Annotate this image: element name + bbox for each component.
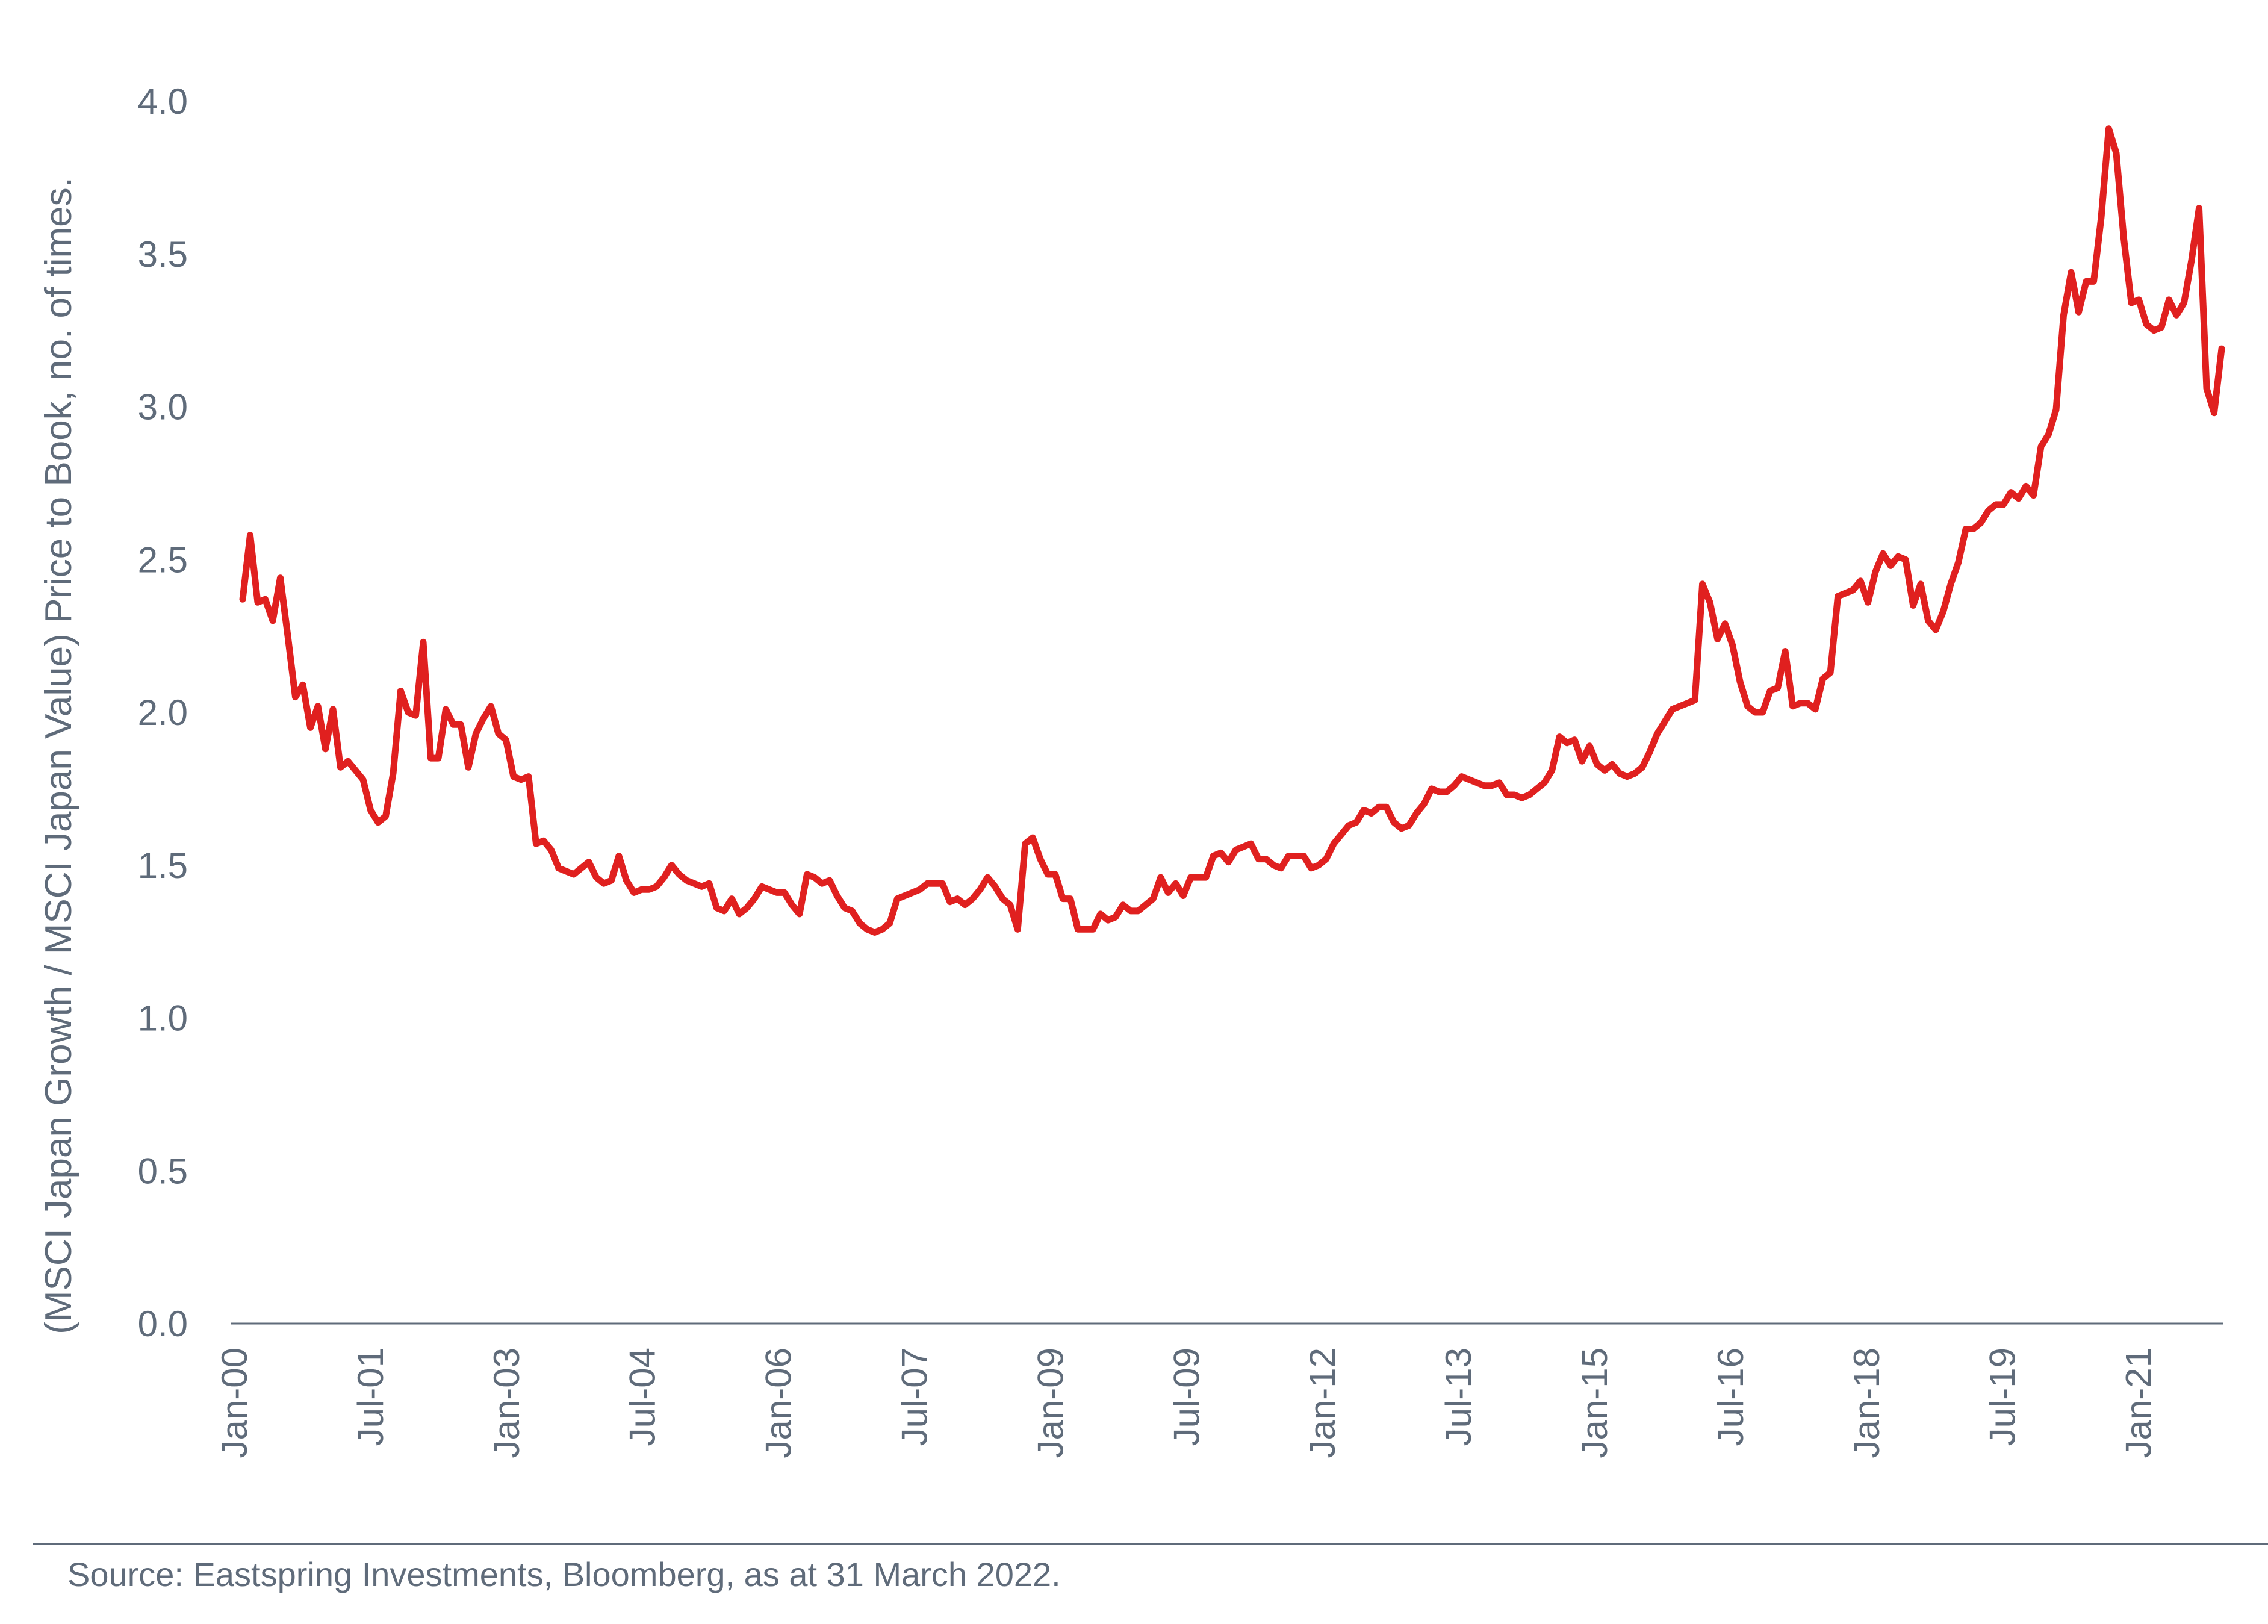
x-tick-label: Jan-18 [1847, 1348, 1887, 1458]
y-axis-tick-labels: 0.0 0.5 1.0 1.5 2.0 2.5 3.0 3.5 4.0 [138, 81, 188, 1344]
y-tick-label: 2.5 [138, 540, 188, 580]
x-tick-label: Jul-09 [1166, 1348, 1207, 1446]
x-tick-label: Jan-09 [1030, 1348, 1070, 1458]
footer-divider [33, 1543, 2268, 1545]
y-tick-label: 1.0 [138, 998, 188, 1039]
x-tick-label: Jul-16 [1710, 1348, 1751, 1446]
y-tick-label: 3.5 [138, 234, 188, 275]
x-tick-label: Jan-15 [1574, 1348, 1615, 1458]
x-tick-label: Jan-21 [2119, 1348, 2159, 1458]
x-tick-label: Jul-13 [1438, 1348, 1479, 1446]
y-axis-title: (MSCI Japan Growth / MSCI Japan Value) P… [38, 177, 79, 1334]
y-tick-label: 1.5 [138, 845, 188, 886]
y-tick-label: 3.0 [138, 387, 188, 428]
source-note: Source: Eastspring Investments, Bloomber… [67, 1555, 1061, 1593]
x-tick-label: Jan-06 [759, 1348, 799, 1458]
x-tick-label: Jul-19 [1983, 1348, 2023, 1446]
line-chart: 0.0 0.5 1.0 1.5 2.0 2.5 3.0 3.5 4.0 Jan-00 Jul-01… [38, 81, 2225, 1458]
x-tick-label: Jan-03 [486, 1348, 527, 1458]
y-tick-label: 0.0 [138, 1304, 188, 1344]
x-axis-tick-labels: Jan-00 Jul-01 Jan-03 Jul-04 Jan-06 Jul-07 Jan-… [214, 1348, 2159, 1458]
x-tick-label: Jan-00 [214, 1348, 255, 1458]
x-tick-label: Jul-07 [895, 1348, 935, 1446]
y-tick-label: 4.0 [138, 81, 188, 122]
series-line [239, 125, 2225, 936]
y-tick-label: 2.0 [138, 692, 188, 733]
x-tick-label: Jul-01 [350, 1348, 391, 1446]
y-tick-label: 0.5 [138, 1151, 188, 1191]
x-tick-label: Jan-12 [1302, 1348, 1343, 1458]
x-tick-label: Jul-04 [623, 1348, 663, 1446]
